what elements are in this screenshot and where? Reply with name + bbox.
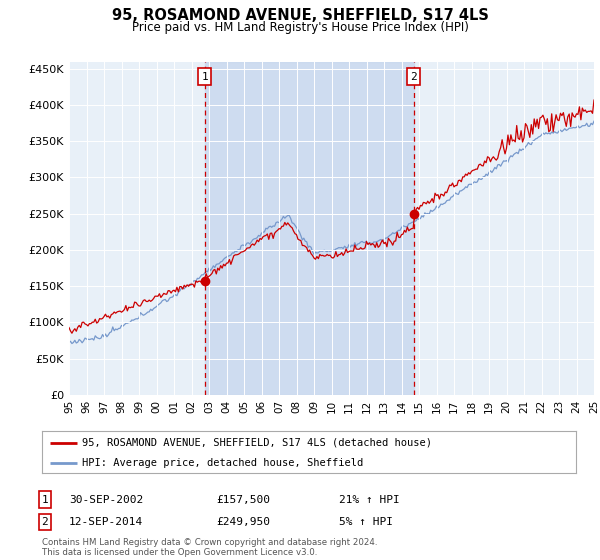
Text: Contains HM Land Registry data © Crown copyright and database right 2024.
This d: Contains HM Land Registry data © Crown c… — [42, 538, 377, 557]
Text: 30-SEP-2002: 30-SEP-2002 — [69, 494, 143, 505]
Text: 95, ROSAMOND AVENUE, SHEFFIELD, S17 4LS: 95, ROSAMOND AVENUE, SHEFFIELD, S17 4LS — [112, 8, 488, 24]
Text: £249,950: £249,950 — [216, 517, 270, 527]
Text: 5% ↑ HPI: 5% ↑ HPI — [339, 517, 393, 527]
Text: 2: 2 — [410, 72, 417, 82]
Text: 21% ↑ HPI: 21% ↑ HPI — [339, 494, 400, 505]
Text: Price paid vs. HM Land Registry's House Price Index (HPI): Price paid vs. HM Land Registry's House … — [131, 21, 469, 34]
Bar — [205, 62, 414, 395]
Text: 12-SEP-2014: 12-SEP-2014 — [69, 517, 143, 527]
Text: 1: 1 — [41, 494, 49, 505]
Text: £157,500: £157,500 — [216, 494, 270, 505]
Text: 95, ROSAMOND AVENUE, SHEFFIELD, S17 4LS (detached house): 95, ROSAMOND AVENUE, SHEFFIELD, S17 4LS … — [82, 437, 432, 447]
Text: 2: 2 — [41, 517, 49, 527]
Text: 1: 1 — [201, 72, 208, 82]
Text: HPI: Average price, detached house, Sheffield: HPI: Average price, detached house, Shef… — [82, 458, 364, 468]
